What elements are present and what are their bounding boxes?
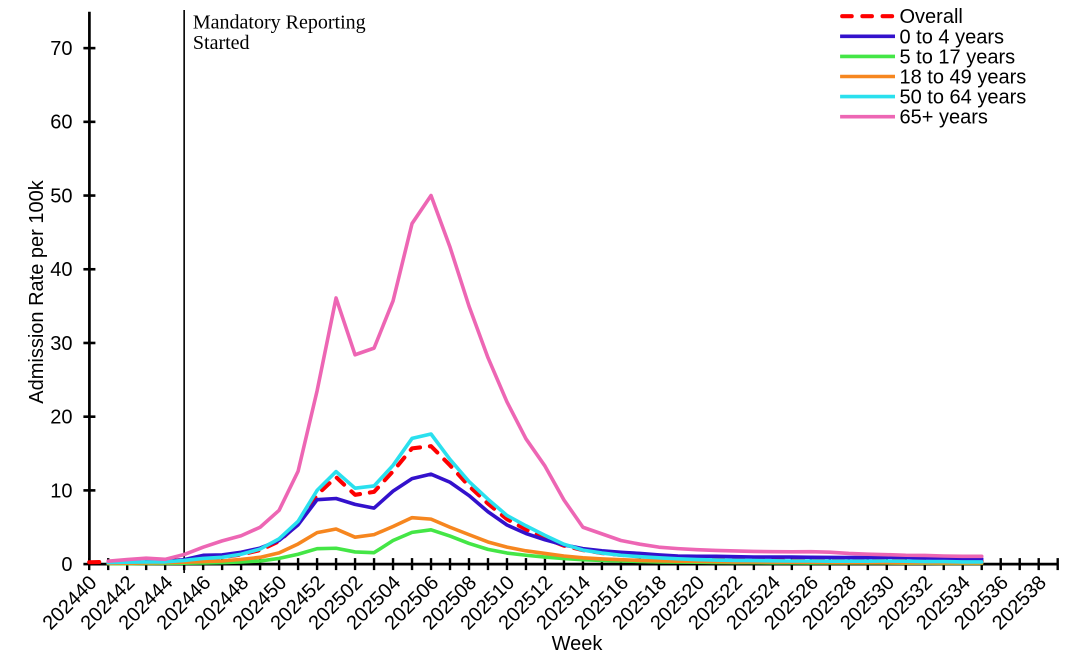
svg-text:0: 0 <box>61 554 72 576</box>
svg-text:Week: Week <box>552 633 604 655</box>
svg-text:5 to 17 years: 5 to 17 years <box>900 46 1016 68</box>
svg-text:60: 60 <box>50 112 72 134</box>
svg-text:65+ years: 65+ years <box>900 107 988 129</box>
svg-text:0 to 4 years: 0 to 4 years <box>900 26 1005 48</box>
svg-text:Admission Rate per 100k: Admission Rate per 100k <box>26 179 48 403</box>
svg-text:70: 70 <box>50 38 72 60</box>
svg-text:Overall: Overall <box>900 6 963 28</box>
svg-text:50: 50 <box>50 185 72 207</box>
svg-text:Mandatory Reporting: Mandatory Reporting <box>193 12 366 34</box>
svg-text:40: 40 <box>50 259 72 281</box>
svg-text:30: 30 <box>50 333 72 355</box>
svg-text:Started: Started <box>193 32 250 54</box>
svg-text:20: 20 <box>50 407 72 429</box>
svg-text:50 to 64 years: 50 to 64 years <box>900 87 1027 109</box>
svg-text:10: 10 <box>50 480 72 502</box>
svg-text:18 to 49 years: 18 to 49 years <box>900 67 1027 89</box>
